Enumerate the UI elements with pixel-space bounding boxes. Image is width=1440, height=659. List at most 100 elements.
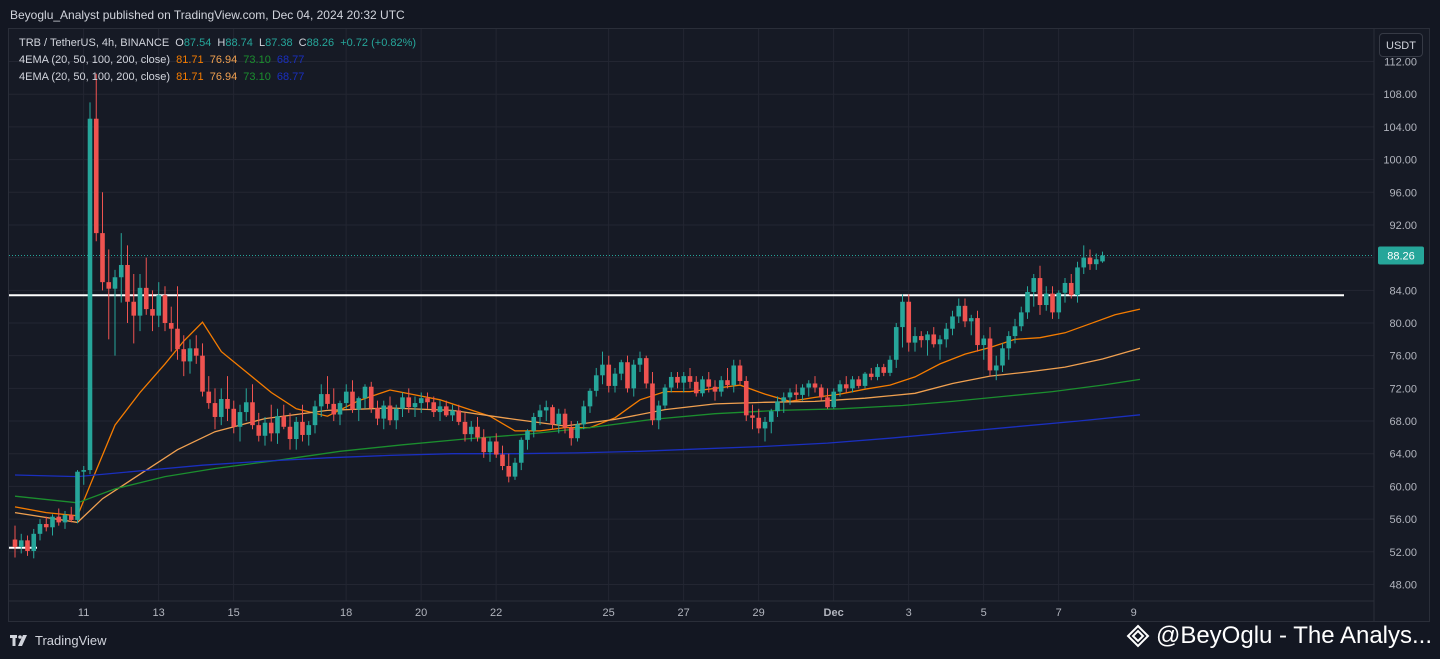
candle-body — [181, 349, 187, 362]
candle-body — [1043, 293, 1049, 306]
time-tick-label: 27 — [678, 607, 690, 619]
candle-body — [62, 515, 68, 523]
candle-body — [162, 295, 168, 323]
symbol-name: TRB / TetherUS, 4h, BINANCE — [19, 37, 170, 49]
chart-pane[interactable]: 112.00108.00104.00100.0096.0092.0088.008… — [8, 28, 1430, 622]
price-tick-label: 92.00 — [1389, 220, 1417, 232]
time-tick-label: 29 — [753, 607, 765, 619]
candle-body — [650, 383, 655, 421]
candle-body — [693, 381, 699, 394]
candle-body — [412, 403, 418, 408]
candle-body — [568, 427, 574, 439]
candle-body — [506, 466, 512, 477]
candle-body — [193, 348, 199, 356]
currency-button[interactable]: USDT — [1379, 33, 1423, 57]
candle-body — [475, 426, 480, 438]
candle-body — [331, 403, 337, 415]
ema-line-ema-100 — [14, 378, 1141, 504]
candle-body — [243, 402, 249, 413]
candle-body — [893, 327, 899, 360]
candle-body — [68, 515, 74, 520]
candle-body — [868, 373, 874, 377]
candle-body — [93, 118, 99, 234]
candle-body — [662, 387, 668, 406]
time-tick-label: 22 — [490, 607, 502, 619]
candle-body — [975, 318, 980, 346]
indicator-name: 4EMA (20, 50, 100, 200, close) — [19, 71, 171, 83]
candle-body — [443, 406, 449, 416]
price-tick-label: 72.00 — [1389, 383, 1417, 395]
ohlc-change: +0.72 (+0.82%) — [340, 37, 417, 49]
candle-body — [881, 367, 887, 373]
time-tick-label: Dec — [824, 607, 844, 619]
candle-body — [56, 516, 62, 523]
tradingview-logo[interactable]: TradingView — [10, 633, 107, 648]
candle-body — [756, 417, 762, 429]
candle-body — [387, 405, 393, 421]
candle-body — [637, 358, 643, 365]
candle-body — [806, 383, 812, 388]
candle-body — [856, 379, 862, 386]
indicator-legend-2[interactable]: 4EMA (20, 50, 100, 200, close) 81.71 76.… — [19, 71, 307, 83]
candle-body — [787, 392, 793, 398]
last-price-badge — [1378, 246, 1424, 265]
candle-body — [1012, 326, 1018, 337]
candle-body — [643, 358, 649, 384]
candle-body — [1068, 282, 1074, 296]
candle-body — [318, 394, 324, 407]
candle-body — [100, 233, 105, 283]
candle-body — [381, 405, 387, 419]
candle-body — [212, 403, 218, 417]
candle-body — [681, 376, 687, 383]
price-tick-label: 76.00 — [1389, 351, 1417, 363]
candle-body — [237, 412, 243, 427]
candle-body — [925, 334, 930, 341]
candle-body — [593, 375, 599, 391]
candle-body — [1018, 312, 1024, 327]
ema20-value: 81.71 — [176, 71, 204, 83]
candle-body — [518, 439, 524, 463]
candle-body — [312, 406, 318, 426]
candle-body — [862, 373, 868, 386]
candle-body — [712, 386, 718, 392]
candle-body — [1025, 291, 1030, 313]
candle-body — [143, 287, 149, 310]
candle-body — [343, 391, 349, 404]
candle-body — [943, 328, 949, 340]
price-tick-label: 64.00 — [1389, 449, 1417, 461]
time-tick-label: 11 — [78, 607, 89, 619]
candle-body — [918, 336, 924, 341]
candle-body — [956, 305, 962, 317]
candle-body — [231, 408, 237, 427]
candle-body — [437, 406, 443, 413]
candle-body — [793, 392, 799, 395]
candle-body — [356, 398, 362, 410]
candle-body — [731, 365, 737, 386]
candle-body — [762, 421, 768, 429]
candle-body — [525, 430, 530, 440]
candle-body — [1000, 348, 1005, 366]
time-tick-label: 7 — [1056, 607, 1062, 619]
symbol-legend[interactable]: TRB / TetherUS, 4h, BINANCE O87.54 H88.7… — [19, 37, 419, 49]
candle-body — [1031, 278, 1037, 292]
candle-body — [750, 415, 755, 418]
candle-body — [418, 398, 424, 404]
candle-body — [493, 441, 499, 455]
indicator-legend-1[interactable]: 4EMA (20, 50, 100, 200, close) 81.71 76.… — [19, 54, 307, 66]
candle-body — [837, 384, 843, 392]
indicator-name: 4EMA (20, 50, 100, 200, close) — [19, 54, 171, 66]
candle-body — [337, 403, 343, 415]
candle-body — [206, 391, 212, 404]
ohlc-high: H88.74 — [217, 37, 253, 49]
candle-body — [1050, 293, 1055, 313]
candle-body — [675, 376, 680, 383]
time-tick-label: 9 — [1131, 607, 1137, 619]
candle-body — [250, 402, 255, 426]
candle-body — [831, 391, 837, 408]
candle-body — [543, 407, 549, 411]
candle-body — [406, 397, 412, 408]
time-tick-label: 18 — [340, 607, 352, 619]
candle-body — [618, 362, 624, 374]
candle-body — [468, 426, 474, 435]
price-chart[interactable]: 112.00108.00104.00100.0096.0092.0088.008… — [9, 29, 1429, 621]
